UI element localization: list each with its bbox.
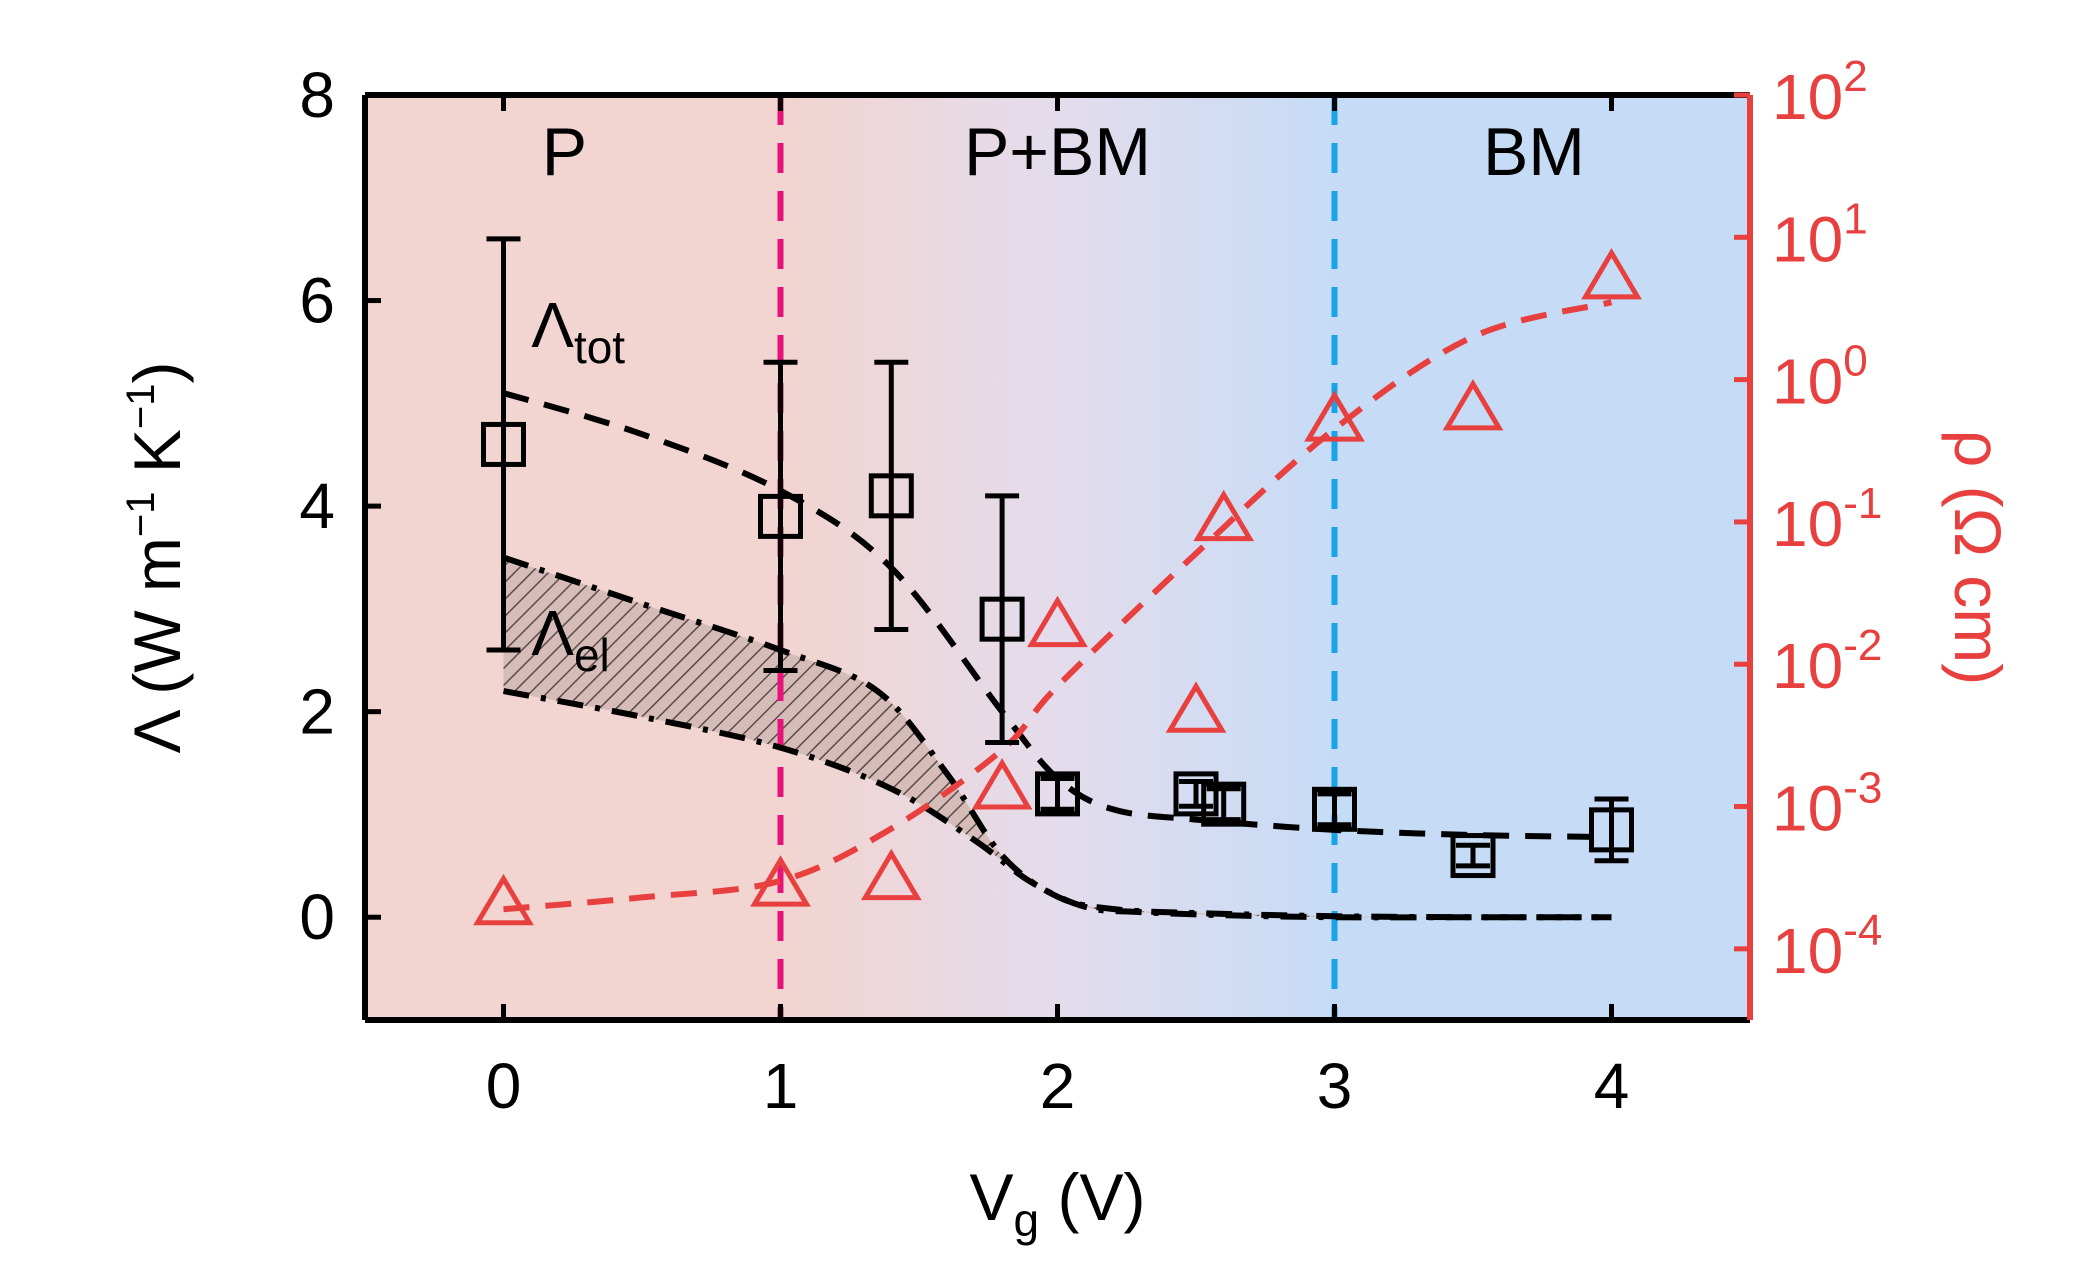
y-right-tick-label: 10-1 bbox=[1772, 479, 1882, 560]
y-right-tick-exp: 1 bbox=[1843, 194, 1867, 243]
y-right-tick-exp: -2 bbox=[1843, 621, 1882, 670]
y-right-tick-base: 10 bbox=[1772, 915, 1843, 987]
y-axis-left-title: Λ (W m−1 K−1) bbox=[119, 362, 194, 754]
x-tick-label: 1 bbox=[763, 1050, 799, 1122]
plot-background bbox=[365, 95, 1750, 1020]
y-right-tick-base: 10 bbox=[1772, 488, 1843, 560]
x-axis-title-unit: (V) bbox=[1039, 1160, 1145, 1234]
lambda-tot-marker bbox=[979, 596, 1025, 642]
fit-curves bbox=[502, 299, 1613, 921]
regime-boundaries bbox=[777, 95, 1338, 1020]
x-axis-title-sub: g bbox=[1014, 1194, 1040, 1246]
lambda-tot-marker bbox=[1173, 771, 1219, 817]
region-labels: P P+BM BM bbox=[542, 114, 1585, 190]
fit-curve-3 bbox=[503, 299, 1613, 913]
y-right-tick-base: 10 bbox=[1772, 773, 1843, 845]
y-right-tick-base: 10 bbox=[1772, 346, 1843, 418]
y-right-tick-base: 10 bbox=[1772, 630, 1843, 702]
annotation-el: Λel bbox=[531, 597, 610, 681]
y-axis-left-title-mid: K bbox=[120, 429, 194, 491]
rho-marker bbox=[860, 848, 922, 901]
x-tick-label: 3 bbox=[1317, 1050, 1353, 1122]
rho-marker bbox=[1304, 390, 1365, 442]
y-left-tick-label: 8 bbox=[299, 59, 335, 131]
y-right-tick-exp: -3 bbox=[1843, 764, 1882, 813]
rho-marker bbox=[1027, 595, 1088, 648]
y-right-tick-exp: -1 bbox=[1843, 479, 1882, 528]
fit-curve-0 bbox=[502, 390, 1612, 841]
y-axis-left-title-sup1: −1 bbox=[119, 491, 163, 537]
y-right-tick-exp: -4 bbox=[1843, 906, 1882, 955]
y-right-tick-label: 10-4 bbox=[1772, 906, 1882, 987]
lambda-tot-marker bbox=[758, 493, 803, 539]
rho-marker bbox=[1165, 681, 1227, 733]
y-left-tick-label: 6 bbox=[299, 265, 335, 337]
y-right-tick-base: 10 bbox=[1772, 61, 1843, 133]
region-label-bm: BM bbox=[1483, 114, 1585, 190]
y-right-tick-base: 10 bbox=[1772, 203, 1843, 275]
lambda-tot-marker bbox=[1201, 781, 1247, 827]
y-axis-left-title-prefix: Λ (W m bbox=[120, 537, 194, 753]
y-axis-left-title-sup2: −1 bbox=[119, 384, 163, 430]
lambda-tot-marker bbox=[1035, 771, 1080, 817]
rho-marker bbox=[750, 855, 811, 907]
rho-marker bbox=[1442, 378, 1504, 431]
x-tick-label: 4 bbox=[1594, 1050, 1630, 1122]
annotation-main: Λ bbox=[531, 289, 574, 361]
annotation-sub: el bbox=[574, 629, 610, 681]
y-right-tick-label: 10-3 bbox=[1772, 764, 1882, 845]
y-right-tick-label: 100 bbox=[1772, 337, 1868, 418]
y-left-tick-label: 4 bbox=[299, 470, 335, 542]
x-tick-label: 0 bbox=[486, 1050, 522, 1122]
annotation-tot: Λtot bbox=[531, 289, 625, 373]
lambda-tot-marker bbox=[1312, 786, 1357, 832]
annotation-main: Λ bbox=[531, 597, 574, 669]
rho-marker bbox=[1581, 247, 1642, 300]
x-axis-title: Vg (V) bbox=[970, 1160, 1146, 1246]
y-axis-right-title: ρ (Ω cm) bbox=[1941, 430, 2015, 686]
y-axis-left-title-suffix: ) bbox=[120, 362, 194, 384]
rho-marker bbox=[1193, 489, 1255, 542]
y-right-tick-label: 10-2 bbox=[1772, 621, 1882, 702]
lambda-tot-marker bbox=[868, 473, 914, 519]
rho-marker bbox=[473, 873, 534, 926]
region-label-p: P bbox=[542, 114, 587, 190]
y-right-tick-exp: 0 bbox=[1843, 337, 1867, 386]
y-right-tick-label: 102 bbox=[1772, 52, 1868, 133]
y-left-tick-label: 0 bbox=[299, 881, 335, 953]
region-label-p-bm: P+BM bbox=[964, 114, 1151, 190]
lambda-tot-marker bbox=[481, 421, 526, 467]
axes bbox=[362, 92, 1753, 1023]
rho-marker bbox=[971, 758, 1033, 810]
lambda-tot-marker bbox=[1450, 833, 1496, 879]
fit-curve-2 bbox=[502, 688, 1612, 921]
x-tick-label: 2 bbox=[1040, 1050, 1076, 1122]
data-markers bbox=[473, 236, 1642, 926]
y-left-tick-label: 2 bbox=[299, 676, 335, 748]
y-right-tick-label: 101 bbox=[1772, 194, 1868, 275]
lambda-tot-marker bbox=[1589, 807, 1634, 853]
y-right-tick-exp: 2 bbox=[1843, 52, 1867, 101]
annotation-sub: tot bbox=[574, 321, 625, 373]
x-axis-title-main: V bbox=[970, 1160, 1014, 1234]
